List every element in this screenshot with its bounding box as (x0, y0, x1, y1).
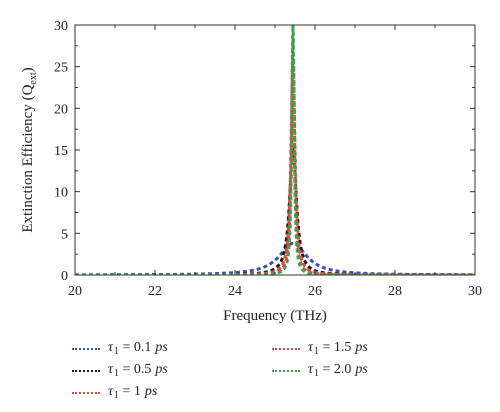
y-tick-label-4: 20 (54, 102, 68, 117)
legend-swatch-1 (72, 369, 100, 372)
legend-item-2: τ1 = 1 ps (72, 384, 157, 401)
legend-item-0: τ1 = 0.1 ps (72, 340, 168, 357)
legend: τ1 = 0.1 ps τ1 = 0.5 ps τ1 = 1 ps τ1 = 1.5 p… (0, 338, 500, 412)
legend-item-3: τ1 = 1.5 ps (272, 340, 368, 357)
legend-label-4: τ1 = 2.0 ps (308, 362, 368, 379)
y-tick-label-3: 15 (54, 144, 68, 159)
legend-label-2: τ1 = 1 ps (108, 384, 158, 401)
legend-label-1: τ1 = 0.5 ps (108, 362, 168, 379)
legend-swatch-2 (72, 391, 100, 394)
x-tick-label-2: 24 (228, 284, 242, 299)
legend-label-3: τ1 = 1.5 ps (308, 340, 368, 357)
x-axis-title: Frequency (THz) (223, 308, 327, 324)
y-tick-label-6: 30 (54, 19, 68, 34)
x-tick-label-4: 28 (388, 284, 402, 299)
axes-layer: 20 22 24 26 28 30 0 5 10 15 20 25 30 (54, 19, 482, 299)
x-tick-label-3: 26 (308, 284, 322, 299)
x-tick-label-1: 22 (148, 284, 162, 299)
y-tick-label-2: 10 (54, 186, 68, 201)
y-axis-title-close: ) (20, 67, 36, 72)
y-axis-title: Extinction Efficiency (Qext) (20, 67, 39, 232)
legend-swatch-0 (72, 347, 100, 350)
x-tick-label-5: 30 (468, 284, 482, 299)
plot-background (75, 25, 475, 275)
x-tick-label-0: 20 (68, 284, 82, 299)
legend-item-4: τ1 = 2.0 ps (272, 362, 368, 379)
y-tick-label-5: 25 (54, 61, 68, 76)
y-axis-title-main: Extinction Efficiency (Q (20, 84, 36, 232)
y-axis-title-sub: ext (28, 72, 39, 84)
y-tick-label-1: 5 (61, 227, 68, 242)
legend-item-1: τ1 = 0.5 ps (72, 362, 168, 379)
y-tick-label-0: 0 (61, 269, 68, 284)
legend-label-0: τ1 = 0.1 ps (108, 340, 168, 357)
legend-swatch-4 (272, 369, 300, 372)
extinction-chart: 20 22 24 26 28 30 0 5 10 15 20 25 30 Frequency (THz)… (20, 19, 482, 324)
plot-area (75, 25, 475, 275)
legend-swatch-3 (272, 347, 300, 350)
